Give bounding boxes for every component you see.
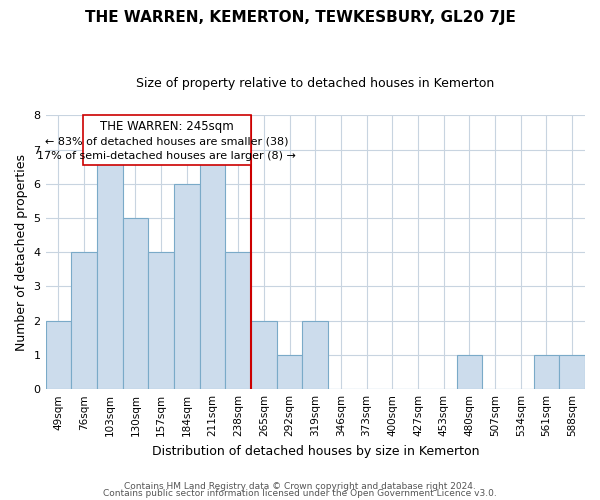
Bar: [277, 355, 302, 389]
Text: Contains public sector information licensed under the Open Government Licence v3: Contains public sector information licen…: [103, 489, 497, 498]
Title: Size of property relative to detached houses in Kemerton: Size of property relative to detached ho…: [136, 78, 494, 90]
Text: THE WARREN: 245sqm: THE WARREN: 245sqm: [100, 120, 234, 132]
Bar: [174, 184, 200, 389]
Bar: [251, 320, 277, 389]
Bar: [122, 218, 148, 389]
Bar: [302, 320, 328, 389]
Bar: [71, 252, 97, 389]
Y-axis label: Number of detached properties: Number of detached properties: [15, 154, 28, 350]
Text: Contains HM Land Registry data © Crown copyright and database right 2024.: Contains HM Land Registry data © Crown c…: [124, 482, 476, 491]
X-axis label: Distribution of detached houses by size in Kemerton: Distribution of detached houses by size …: [152, 444, 479, 458]
Bar: [97, 150, 122, 389]
Bar: [559, 355, 585, 389]
Text: ← 83% of detached houses are smaller (38): ← 83% of detached houses are smaller (38…: [45, 136, 289, 146]
Text: THE WARREN, KEMERTON, TEWKESBURY, GL20 7JE: THE WARREN, KEMERTON, TEWKESBURY, GL20 7…: [85, 10, 515, 25]
Bar: [457, 355, 482, 389]
Bar: [200, 150, 226, 389]
Bar: [226, 252, 251, 389]
Bar: [46, 320, 71, 389]
Text: 17% of semi-detached houses are larger (8) →: 17% of semi-detached houses are larger (…: [37, 151, 296, 161]
Bar: [533, 355, 559, 389]
FancyBboxPatch shape: [83, 116, 251, 165]
Bar: [148, 252, 174, 389]
